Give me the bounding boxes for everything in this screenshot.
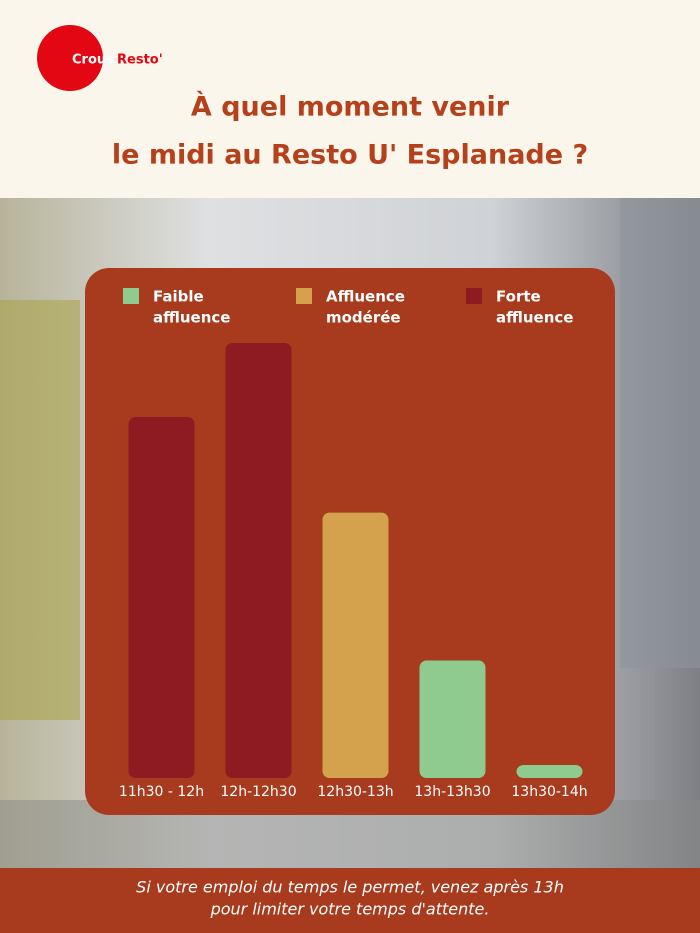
legend-label: modérée xyxy=(326,309,401,327)
logo-product: Resto' xyxy=(117,53,163,68)
footer-line: pour limiter votre temps d'attente. xyxy=(210,900,490,919)
legend-label: Affluence xyxy=(326,288,405,306)
logo-brand: Crous xyxy=(72,53,114,68)
legend-label: affluence xyxy=(496,309,573,327)
tree xyxy=(0,300,80,720)
bar xyxy=(516,764,583,778)
title-line: À quel moment venir xyxy=(191,91,510,123)
building xyxy=(620,198,700,668)
bar xyxy=(128,416,195,778)
x-tick-label: 12h30-13h xyxy=(317,784,393,800)
legend-label: affluence xyxy=(153,309,230,327)
x-tick-label: 13h30-14h xyxy=(511,784,587,800)
title-line: le midi au Resto U' Esplanade ? xyxy=(112,140,588,171)
legend-swatch xyxy=(123,288,139,304)
footer-line: Si votre emploi du temps le permet, vene… xyxy=(136,878,564,897)
x-tick-label: 13h-13h30 xyxy=(414,784,490,800)
legend-swatch xyxy=(466,288,482,304)
header-bg xyxy=(0,0,700,198)
legend-label: Forte xyxy=(496,288,541,306)
legend-label: Faible xyxy=(153,288,204,306)
logo-circle xyxy=(37,25,103,91)
bar xyxy=(225,343,292,778)
legend-swatch xyxy=(296,288,312,304)
bar xyxy=(322,512,389,778)
bar xyxy=(419,660,486,778)
x-tick-label: 12h-12h30 xyxy=(220,784,296,800)
footer-bg xyxy=(0,868,700,933)
x-tick-label: 11h30 - 12h xyxy=(119,784,204,800)
